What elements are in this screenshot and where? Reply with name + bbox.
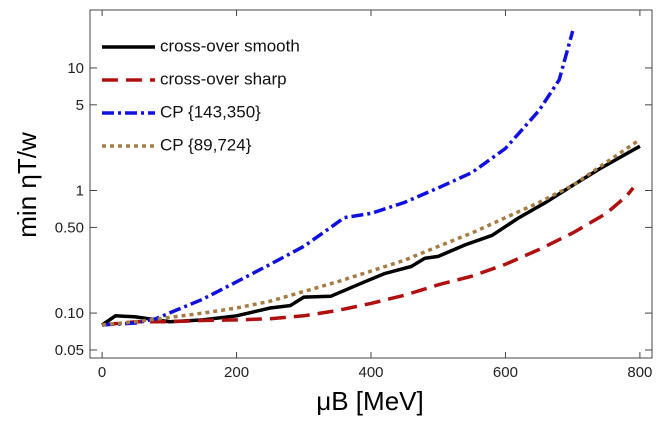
y-tick-label: 5 [76, 97, 84, 114]
series-line [101, 138, 641, 327]
legend-label: cross-over sharp [160, 69, 287, 88]
legend-label: CP {143,350} [160, 102, 261, 121]
y-tick-label: 10 [67, 60, 84, 77]
x-axis-label: μB [MeV] [316, 386, 423, 416]
x-tick-label: 200 [224, 364, 249, 381]
series-line [101, 144, 641, 327]
x-tick-label: 800 [627, 364, 652, 381]
legend-label: cross-over smooth [160, 36, 300, 55]
y-tick-label: 0.50 [55, 219, 84, 236]
y-tick-label: 0.10 [55, 305, 84, 322]
series-line [101, 30, 575, 327]
x-tick-label: 400 [358, 364, 383, 381]
y-tick-label: 1 [76, 183, 84, 200]
x-tick-label: 0 [98, 364, 106, 381]
series-line [101, 186, 635, 327]
legend-label: CP {89,724} [160, 135, 252, 154]
x-tick-label: 600 [493, 364, 518, 381]
y-axis-label: min ηT/w [12, 132, 42, 238]
plot-frame [89, 9, 653, 359]
y-tick-label: 0.05 [55, 342, 84, 359]
